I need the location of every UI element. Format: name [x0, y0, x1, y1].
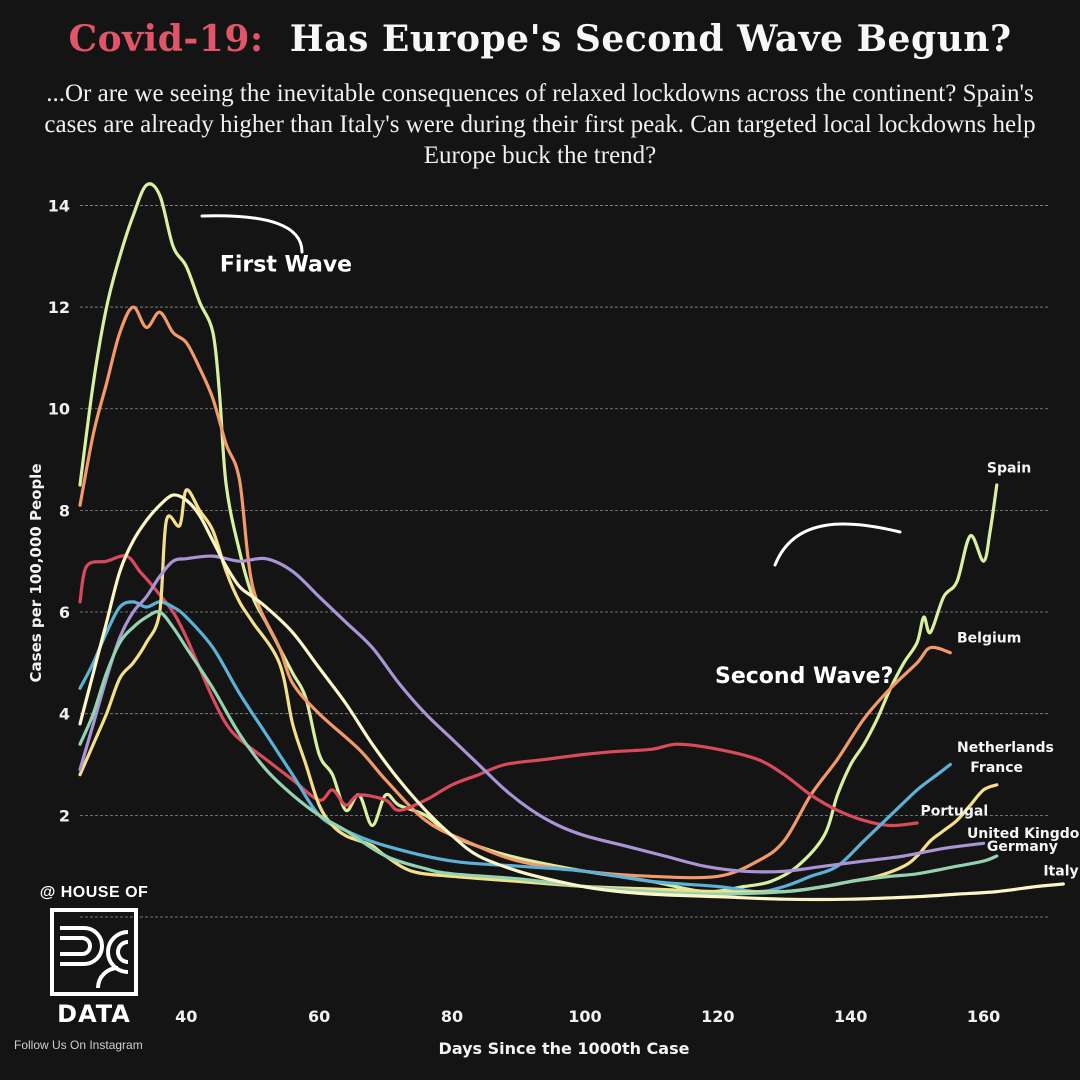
- y-tick-label: 12: [48, 298, 70, 317]
- series-line-portugal: [78, 554, 919, 828]
- series-label-france: France: [970, 760, 1023, 776]
- series-label-netherlands: Netherlands: [957, 740, 1054, 756]
- x-tick-label: 60: [308, 1007, 330, 1026]
- series-line-united-kingdom: [78, 554, 986, 874]
- y-tick-label: 8: [59, 501, 70, 520]
- y-tick-label: 10: [48, 400, 70, 419]
- series-line-italy: [78, 493, 1065, 902]
- chart-subtitle: ...Or are we seeing the inevitable conse…: [44, 80, 1036, 169]
- x-axis-label: Days Since the 1000th Case: [439, 1039, 690, 1058]
- annotation-arrow-first-wave: [200, 214, 304, 254]
- title-accent: Covid-19:: [68, 18, 264, 60]
- annotation-second-wave: Second Wave?: [715, 664, 893, 689]
- x-tick-label: 100: [568, 1007, 601, 1026]
- series-label-italy: Italy: [1043, 863, 1078, 879]
- brand-logo: @ HOUSE OF DATA Follow Us On Instagram: [14, 884, 174, 1052]
- series-line-belgium: [78, 305, 952, 880]
- series-line-france: [78, 488, 999, 894]
- series-label-portugal: Portugal: [920, 803, 988, 819]
- brand-top-text: @ HOUSE OF: [39, 884, 149, 901]
- brand-bottom-text: DATA: [57, 1000, 131, 1028]
- y-tick-label: 14: [48, 196, 70, 215]
- x-tick-label: 40: [175, 1007, 197, 1026]
- annotation-first-wave: First Wave: [220, 252, 352, 277]
- y-tick-label: 4: [59, 705, 70, 724]
- annotation-arrow-second-wave: [773, 522, 902, 567]
- series-line-spain: [78, 182, 999, 894]
- x-tick-label: 80: [441, 1007, 463, 1026]
- chart-title: Covid-19: Has Europe's Second Wave Begun…: [0, 18, 1080, 60]
- brand-mark-icon: [50, 908, 138, 996]
- x-tick-label: 160: [967, 1007, 1000, 1026]
- brand-follow-text: Follow Us On Instagram: [14, 1038, 143, 1052]
- series-label-belgium: Belgium: [957, 631, 1021, 647]
- x-tick-label: 120: [701, 1007, 734, 1026]
- y-axis-label: Cases per 100,000 People: [27, 464, 45, 683]
- series-label-germany: Germany: [987, 839, 1058, 855]
- title-main: Has Europe's Second Wave Begun?: [289, 18, 1012, 60]
- series-line-germany: [78, 610, 999, 896]
- y-tick-label: 2: [59, 806, 70, 825]
- series-label-united-kingdom: United Kingdom: [967, 826, 1080, 842]
- series-label-spain: Spain: [987, 460, 1031, 476]
- series-line-netherlands: [78, 600, 952, 894]
- y-tick-label: 6: [59, 603, 70, 622]
- x-tick-label: 140: [834, 1007, 867, 1026]
